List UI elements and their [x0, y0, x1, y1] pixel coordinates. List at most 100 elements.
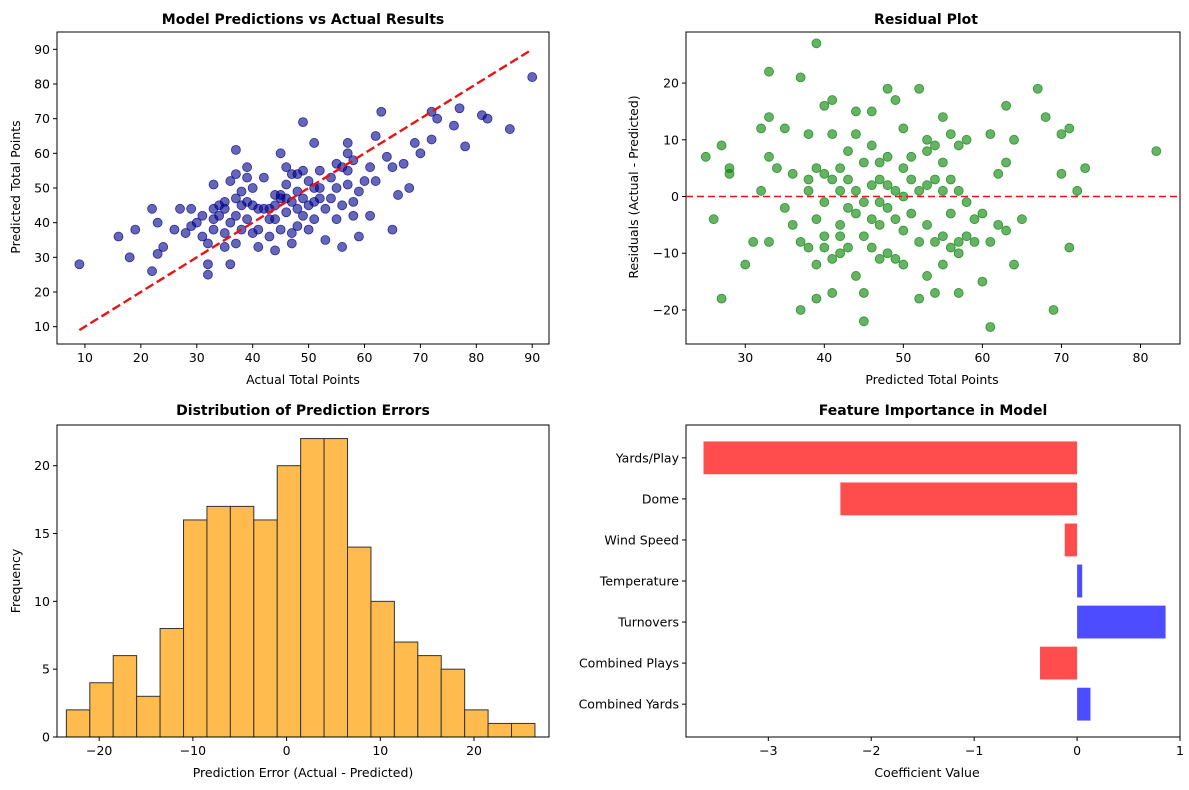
scatter-point: [953, 288, 964, 298]
scatter-point: [819, 168, 830, 179]
scatter-point: [180, 228, 191, 238]
x-tick-label: 20: [466, 743, 482, 758]
histogram-bar: [206, 505, 231, 738]
scatter-point: [292, 221, 303, 232]
scatter-point: [890, 185, 901, 196]
scatter-point: [827, 95, 838, 105]
scatter-point: [961, 231, 972, 242]
scatter-point: [835, 185, 846, 196]
scatter-point: [819, 100, 830, 111]
scatter-point: [152, 217, 163, 228]
scatter-point: [937, 185, 948, 196]
scatter-point: [1056, 129, 1067, 140]
scatter-point: [113, 231, 124, 242]
x-tick-label: −20: [86, 743, 112, 758]
histogram-bar: [300, 438, 325, 738]
scatter-point: [843, 242, 853, 253]
scatter-point: [953, 140, 964, 151]
scatter-point: [331, 183, 342, 193]
scatter-point: [275, 224, 286, 235]
scatter-point: [426, 134, 437, 145]
scatter-point: [1017, 214, 1027, 225]
perfect-prediction-line: [78, 48, 533, 332]
x-tick-label: 60: [357, 350, 373, 365]
x-axis-label: Coefficient Value: [874, 765, 980, 780]
histogram-bar: [112, 655, 138, 738]
scatter-point: [993, 219, 1004, 230]
scatter-point: [851, 106, 861, 117]
scatter-point: [874, 254, 885, 264]
panel-residual-plot: Residual Plot Predicted Total Points Res…: [626, 12, 1181, 387]
histogram-bar: [370, 600, 395, 738]
x-tick-label: −1: [965, 743, 983, 758]
histogram-bar: [440, 668, 466, 738]
scatter-point: [708, 214, 719, 225]
scatter-point: [811, 259, 822, 270]
coefficient-bar: [1064, 523, 1078, 557]
scatter-point: [787, 219, 798, 230]
scatter-point: [945, 129, 956, 140]
scatter-point: [803, 174, 814, 185]
scatter-point: [874, 174, 885, 185]
scatter-point: [314, 193, 325, 204]
scatter-point: [858, 288, 869, 298]
scatter-point: [764, 151, 774, 162]
scatter-point: [247, 183, 258, 193]
coefficient-bar: [1077, 605, 1166, 639]
scatter-point: [298, 165, 308, 176]
scatter-point: [409, 138, 420, 148]
scatter-point: [937, 157, 948, 168]
y-axis-label: Residuals (Actual - Predicted): [626, 95, 641, 278]
y-tick-label: Yards/Play: [615, 450, 680, 465]
scatter-point: [281, 207, 292, 218]
scatter-point: [130, 224, 141, 235]
chart-title: Distribution of Prediction Errors: [176, 403, 430, 419]
scatter-point: [527, 72, 538, 82]
scatter-point: [348, 210, 359, 221]
y-axis-label: Frequency: [8, 548, 23, 613]
scatter-point: [231, 210, 241, 221]
y-tick-label: 15: [34, 526, 50, 541]
x-tick-label: 40: [245, 350, 261, 365]
y-tick-label: 30: [34, 250, 50, 265]
x-tick-label: 60: [974, 350, 990, 365]
scatter-point: [214, 210, 225, 221]
scatter-point: [387, 162, 398, 173]
scatter-point: [866, 180, 877, 191]
x-tick-label: 1: [1176, 743, 1184, 758]
scatter-point: [504, 124, 515, 134]
scatter-point: [835, 231, 846, 242]
scatter-point: [186, 203, 197, 214]
scatter-point: [1064, 123, 1075, 134]
scatter-point: [203, 238, 213, 249]
x-tick-label: 10: [77, 350, 93, 365]
scatter-point: [835, 248, 846, 259]
scatter-point: [969, 236, 980, 247]
scatter-point: [342, 179, 353, 190]
histogram-bar: [464, 709, 489, 738]
scatter-point: [152, 248, 163, 259]
scatter-point: [398, 158, 409, 169]
scatter-point: [1001, 225, 1012, 236]
scatter-point: [303, 176, 314, 186]
y-tick-label: 0: [42, 730, 50, 745]
plot-area: [56, 31, 550, 345]
scatter-point: [811, 293, 822, 304]
scatter-point: [365, 162, 375, 173]
scatter-point: [819, 231, 830, 242]
x-tick-label: 40: [816, 350, 832, 365]
scatter-point: [827, 288, 838, 298]
y-tick-label: −10: [653, 246, 679, 261]
scatter-point: [370, 176, 381, 186]
scatter-point: [937, 112, 948, 122]
scatter-point: [882, 83, 893, 94]
histogram-bar: [65, 709, 91, 738]
scatter-point: [393, 190, 403, 200]
scatter-point: [882, 202, 893, 213]
scatter-point: [270, 245, 280, 256]
scatter-point: [795, 236, 806, 247]
scatter-point: [1072, 185, 1083, 196]
scatter-point: [779, 202, 790, 213]
scatter-point: [866, 242, 877, 253]
scatter-point: [342, 165, 353, 176]
